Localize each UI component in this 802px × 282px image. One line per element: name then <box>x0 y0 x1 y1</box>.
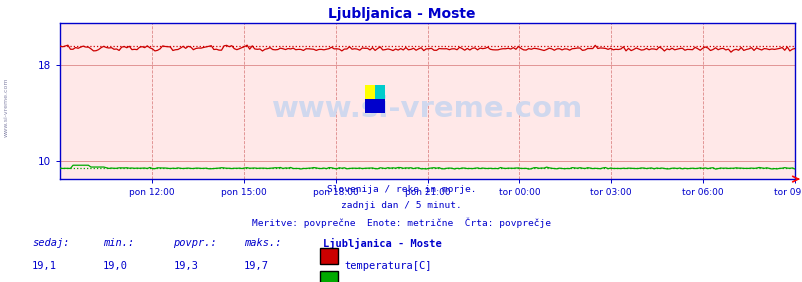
Bar <box>375 85 385 99</box>
Text: zadnji dan / 5 minut.: zadnji dan / 5 minut. <box>341 201 461 210</box>
Text: povpr.:: povpr.: <box>173 238 217 248</box>
Text: 19,1: 19,1 <box>32 261 57 271</box>
Text: Slovenija / reke in morje.: Slovenija / reke in morje. <box>326 185 476 194</box>
Text: Ljubljanica - Moste: Ljubljanica - Moste <box>322 238 441 249</box>
Text: 19,0: 19,0 <box>103 261 128 271</box>
Text: maks.:: maks.: <box>244 238 282 248</box>
Text: min.:: min.: <box>103 238 134 248</box>
Text: 19,3: 19,3 <box>173 261 198 271</box>
Text: Ljubljanica - Moste: Ljubljanica - Moste <box>327 7 475 21</box>
Bar <box>365 85 375 99</box>
Text: temperatura[C]: temperatura[C] <box>344 261 431 271</box>
Text: www.si-vreme.com: www.si-vreme.com <box>4 78 9 137</box>
Text: www.si-vreme.com: www.si-vreme.com <box>272 95 582 123</box>
Text: 19,7: 19,7 <box>244 261 269 271</box>
Text: Meritve: povprečne  Enote: metrične  Črta: povprečje: Meritve: povprečne Enote: metrične Črta:… <box>252 217 550 228</box>
Bar <box>365 99 385 113</box>
Text: sedaj:: sedaj: <box>32 238 70 248</box>
